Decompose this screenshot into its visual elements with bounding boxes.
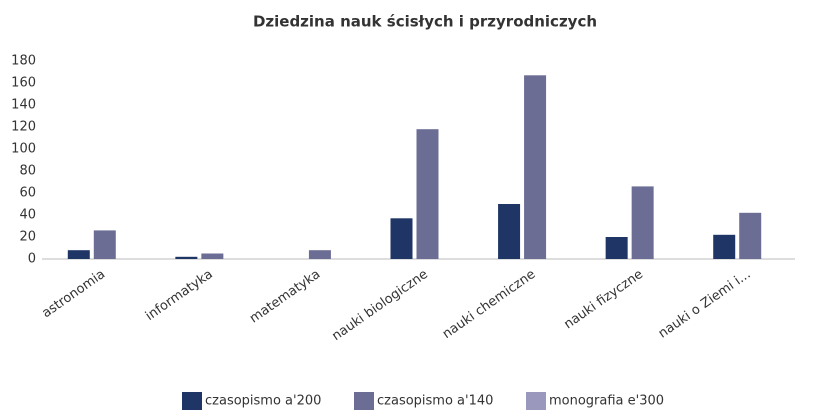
y-tick-label: 0: [28, 252, 36, 267]
x-tick-label: nauki biologiczne: [329, 267, 430, 344]
chart-title: Dziedzina nauk ścisłych i przyrodniczych: [253, 13, 597, 31]
y-tick-label: 160: [11, 76, 36, 91]
y-tick-label: 60: [19, 186, 36, 201]
bar: [201, 253, 224, 259]
x-tick-label: nauki o Ziemi i...: [656, 267, 754, 342]
x-tick-label: astronomia: [39, 267, 108, 321]
legend-label: monografia e'300: [549, 394, 664, 409]
bar: [67, 250, 90, 259]
legend-swatch: [526, 392, 546, 410]
bar: [524, 75, 547, 259]
x-tick-label: nauki fizyczne: [561, 267, 645, 332]
legend-swatch: [182, 392, 202, 410]
y-tick-label: 40: [19, 208, 36, 223]
y-tick-label: 20: [19, 230, 36, 245]
legend-label: czasopismo a'200: [205, 394, 321, 409]
bar: [713, 234, 736, 259]
bar: [498, 204, 521, 259]
bar: [175, 256, 198, 259]
y-tick-label: 140: [11, 98, 36, 113]
y-tick-label: 100: [11, 142, 36, 157]
bar: [631, 186, 654, 259]
x-tick-label: matematyka: [247, 267, 323, 327]
x-tick-label: nauki chemiczne: [440, 267, 538, 342]
bar: [739, 212, 762, 259]
bar: [416, 129, 439, 259]
legend-swatch: [354, 392, 374, 410]
bar: [605, 237, 628, 259]
y-tick-label: 180: [11, 54, 36, 69]
legend-label: czasopismo a'140: [377, 394, 493, 409]
bar: [390, 218, 413, 259]
y-tick-label: 120: [11, 120, 36, 135]
bar: [308, 250, 331, 259]
bar: [93, 230, 116, 259]
x-tick-label: informatyka: [143, 267, 216, 324]
y-tick-label: 80: [19, 164, 36, 179]
